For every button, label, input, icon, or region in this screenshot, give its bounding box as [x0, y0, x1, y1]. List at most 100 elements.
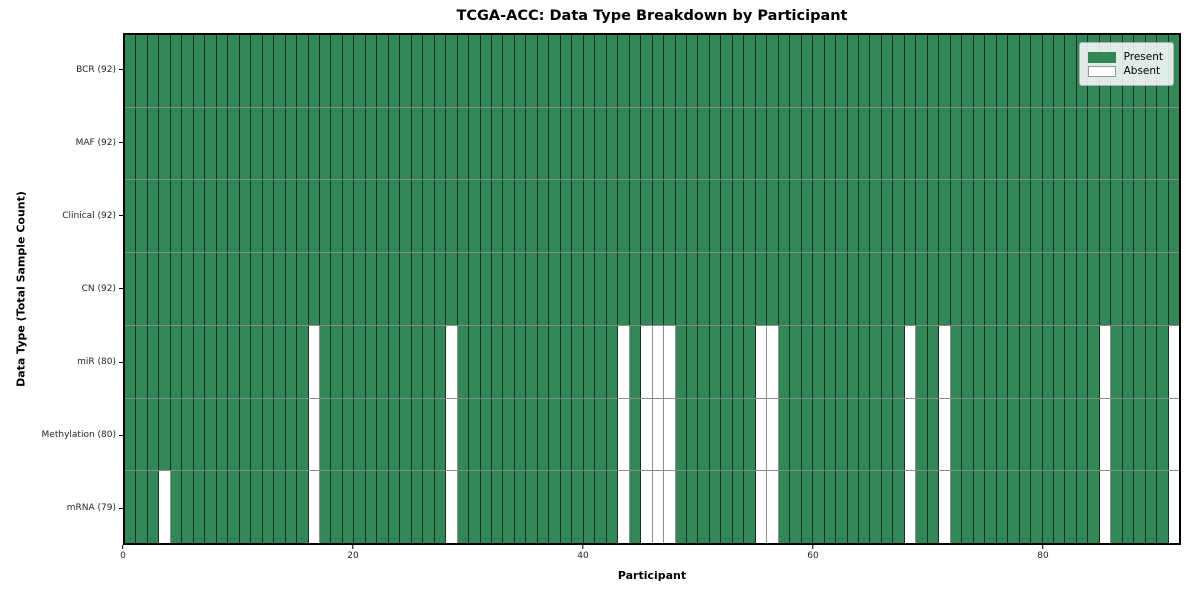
heatmap-cell: [147, 35, 160, 107]
heatmap-cell: [239, 398, 252, 471]
heatmap-cell: [377, 35, 389, 107]
heatmap-cell: [400, 471, 412, 544]
heatmap-cell: [1042, 107, 1054, 180]
heatmap-cell: [285, 325, 298, 398]
heatmap-cell: [549, 471, 561, 544]
heatmap-cell: [939, 471, 951, 544]
heatmap-cell: [641, 35, 653, 107]
heatmap-row: [125, 471, 1180, 544]
heatmap-cell: [606, 107, 619, 180]
heatmap-cell: [893, 35, 905, 107]
heatmap-cell: [377, 325, 389, 398]
heatmap-cell: [1122, 180, 1135, 253]
heatmap-cell: [1088, 180, 1100, 253]
heatmap-cell: [147, 398, 160, 471]
heatmap-cell: [698, 398, 710, 471]
heatmap-cell: [492, 180, 504, 253]
heatmap-cell: [606, 398, 619, 471]
heatmap-cell: [274, 398, 286, 471]
heatmap-cell: [1065, 398, 1077, 471]
heatmap-cell: [859, 35, 871, 107]
heatmap-cell: [824, 35, 837, 107]
heatmap-cell: [939, 398, 951, 471]
heatmap-cell: [526, 107, 538, 180]
heatmap-cell: [537, 35, 550, 107]
heatmap-cell: [973, 35, 986, 107]
heatmap-cell: [732, 325, 745, 398]
heatmap-cell: [767, 107, 779, 180]
heatmap-cell: [136, 398, 148, 471]
heatmap-cell: [985, 180, 997, 253]
heatmap-cell: [641, 398, 653, 471]
heatmap-cell: [801, 398, 814, 471]
heatmap-cell: [365, 398, 378, 471]
heatmap-cell: [859, 253, 871, 325]
heatmap-cell: [778, 398, 791, 471]
heatmap-cell: [285, 107, 298, 180]
heatmap-cell: [1145, 253, 1158, 325]
heatmap-cell: [836, 253, 848, 325]
heatmap-cell: [652, 471, 665, 544]
heatmap-cell: [319, 471, 332, 544]
heatmap-cell: [629, 180, 642, 253]
heatmap-cell: [824, 180, 837, 253]
heatmap-cell: [228, 35, 240, 107]
heatmap-cell: [939, 253, 951, 325]
heatmap-cell: [1134, 398, 1146, 471]
heatmap-cell: [1134, 325, 1146, 398]
heatmap-cell: [629, 35, 642, 107]
heatmap-cell: [916, 398, 928, 471]
heatmap-cell: [985, 107, 997, 180]
heatmap-cell: [446, 180, 458, 253]
x-tick-label: 40: [577, 545, 589, 561]
heatmap-cell: [400, 325, 412, 398]
heatmap-cell: [319, 325, 332, 398]
heatmap-cell: [159, 253, 171, 325]
x-tick-label: 80: [1037, 545, 1049, 561]
heatmap-cell: [1008, 398, 1020, 471]
heatmap-cell: [1065, 107, 1077, 180]
heatmap-cell: [411, 180, 424, 253]
heatmap-cell: [732, 180, 745, 253]
heatmap-cell: [904, 471, 917, 544]
heatmap-cell: [698, 35, 710, 107]
heatmap-cell: [205, 35, 217, 107]
heatmap-cell: [996, 398, 1009, 471]
heatmap-cell: [950, 180, 963, 253]
heatmap-cell: [778, 107, 791, 180]
heatmap-cell: [285, 253, 298, 325]
heatmap-cell: [950, 325, 963, 398]
y-tick-label: miR (80): [0, 326, 123, 399]
heatmap-cell: [916, 253, 928, 325]
heatmap-cell: [182, 35, 194, 107]
heatmap-cell: [652, 398, 665, 471]
heatmap-cell: [354, 35, 366, 107]
heatmap-cell: [549, 35, 561, 107]
heatmap-cell: [606, 253, 619, 325]
heatmap-cell: [652, 325, 665, 398]
heatmap-cell: [125, 35, 137, 107]
heatmap-cell: [652, 107, 665, 180]
heatmap-cell: [950, 35, 963, 107]
heatmap-cell: [423, 35, 435, 107]
heatmap-cell: [572, 35, 584, 107]
heatmap-cell: [526, 398, 538, 471]
heatmap-cell: [193, 107, 206, 180]
heatmap-cell: [973, 107, 986, 180]
heatmap-cell: [927, 398, 940, 471]
heatmap-cell: [824, 325, 837, 398]
heatmap-cell: [1065, 35, 1077, 107]
heatmap-cell: [251, 35, 263, 107]
heatmap-cell: [297, 253, 309, 325]
heatmap-cell: [686, 253, 699, 325]
heatmap-cell: [1019, 107, 1032, 180]
heatmap-cell: [618, 325, 630, 398]
heatmap-cell: [881, 180, 894, 253]
heatmap-cell: [1031, 398, 1043, 471]
heatmap-cell: [778, 180, 791, 253]
heatmap-cell: [996, 253, 1009, 325]
heatmap-cell: [170, 471, 183, 544]
heatmap-cell: [744, 35, 756, 107]
y-tick-label: Clinical (92): [0, 179, 123, 252]
